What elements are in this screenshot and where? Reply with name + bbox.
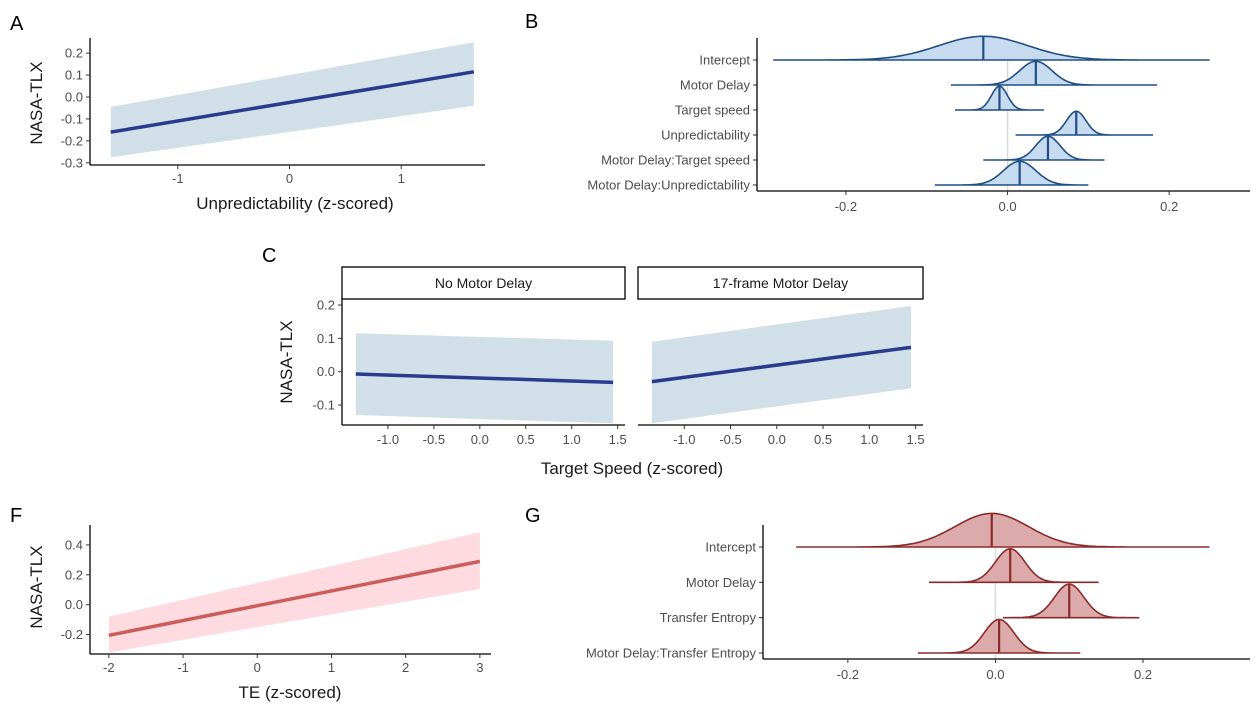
y-tick-label: Motor Delay xyxy=(686,575,757,590)
x-tick-label: 0.2 xyxy=(1160,199,1178,214)
panel-label: A xyxy=(10,13,24,35)
y-tick-label: 0.2 xyxy=(65,46,83,61)
x-tick-label: 3 xyxy=(476,660,483,675)
facet-strip xyxy=(341,266,626,300)
x-tick-label: -0.5 xyxy=(719,432,741,447)
facet-strip xyxy=(637,266,924,300)
density-curve xyxy=(796,512,1210,548)
x-tick-label: 2 xyxy=(402,660,409,675)
y-axis-label: NASA-TLX xyxy=(27,545,46,628)
density-curve xyxy=(983,135,1105,161)
facet: No Motor Delay -1.0 -0.5 0.0 0.5 1.0 1.5 xyxy=(341,266,627,447)
y-tick-label: Intercept xyxy=(705,540,756,555)
panel-label: C xyxy=(262,245,276,267)
x-tick-label: -1.0 xyxy=(377,432,399,447)
x-axis-label: Target Speed (z-scored) xyxy=(541,459,723,478)
ridge-row: Unpredictability xyxy=(661,110,1153,143)
ridge-row: Motor Delay xyxy=(686,548,1099,590)
y-axis-label: NASA-TLX xyxy=(277,320,296,403)
x-axis-label: Unpredictability (z-scored) xyxy=(196,194,393,213)
x-tick-label: -0.2 xyxy=(835,199,857,214)
y-tick-label: 0.0 xyxy=(65,597,83,612)
x-tick-label: -0.5 xyxy=(423,432,445,447)
x-tick-label: 0.0 xyxy=(471,432,489,447)
y-tick-label: Target speed xyxy=(675,103,750,118)
y-tick-label: Motor Delay:Unpredictability xyxy=(587,178,750,193)
x-tick-label: 1.0 xyxy=(563,432,581,447)
ridge-row: Intercept xyxy=(705,512,1210,555)
x-tick-label: -0.2 xyxy=(837,667,859,682)
density-curve xyxy=(1002,583,1140,619)
density-curve xyxy=(1015,110,1153,136)
y-tick-label: -0.2 xyxy=(61,627,83,642)
y-tick-label: Motor Delay:Target speed xyxy=(601,153,750,168)
x-tick-label: -1 xyxy=(172,171,184,186)
ridge-row: Transfer Entropy xyxy=(660,583,1140,625)
x-tick-label: 1.5 xyxy=(609,432,627,447)
y-tick-label: -0.2 xyxy=(61,133,83,148)
x-tick-label: -1.0 xyxy=(673,432,695,447)
y-tick-label: Intercept xyxy=(699,53,750,68)
confidence-ribbon xyxy=(108,532,480,653)
y-tick-label: -0.3 xyxy=(61,155,83,170)
y-tick-label: Motor Delay:Transfer Entropy xyxy=(586,646,757,661)
density-curve xyxy=(929,548,1099,584)
panel-label: F xyxy=(10,505,22,527)
ridge-row: Motor Delay:Unpredictability xyxy=(587,160,1089,193)
y-tick-label: -0.1 xyxy=(313,398,335,413)
y-tick-label: 0.2 xyxy=(317,298,335,313)
x-axis-label: TE (z-scored) xyxy=(239,683,342,702)
panel-F: -2 -1 0 1 2 3 -0.2 0.0 0.2 0.4 TE (z-scored) NASA-T… xyxy=(10,505,491,702)
x-tick-label: 0 xyxy=(254,660,261,675)
regression-line xyxy=(651,345,912,384)
x-tick-label: 1 xyxy=(398,171,405,186)
y-axis-label: NASA-TLX xyxy=(27,61,46,144)
ridge-row: Target speed xyxy=(675,85,1044,118)
regression-line xyxy=(355,372,614,385)
ridge-row: Intercept xyxy=(699,35,1210,68)
x-tick-label: 0.0 xyxy=(986,667,1004,682)
panel-label: G xyxy=(525,505,541,527)
y-tick-label: 0.4 xyxy=(65,537,83,552)
panel-C: No Motor Delay-1.0 -0.5 0.0 0.5 1.0 1.517-fra… xyxy=(262,245,925,478)
x-tick-label: 1 xyxy=(328,660,335,675)
density-curve xyxy=(934,160,1089,186)
panel-B: Intercept Motor Delay Target speed Unpredic… xyxy=(525,11,1250,214)
y-tick-label: 0.0 xyxy=(65,90,83,105)
ridge-row: Motor Delay xyxy=(680,60,1158,93)
y-tick-label: 0.1 xyxy=(65,68,83,83)
regression-line xyxy=(110,70,475,134)
confidence-ribbon xyxy=(110,42,474,158)
x-tick-label: 0.0 xyxy=(768,432,786,447)
x-tick-label: -1 xyxy=(177,660,189,675)
ridge-row: Motor Delay:Target speed xyxy=(601,135,1105,168)
facet-title: No Motor Delay xyxy=(435,275,532,291)
y-tick-label: 0.0 xyxy=(317,364,335,379)
x-tick-label: 0.5 xyxy=(814,432,832,447)
y-tick-label: -0.1 xyxy=(61,111,83,126)
x-tick-label: 1.0 xyxy=(860,432,878,447)
facet: 17-frame Motor Delay -1.0 -0.5 0.0 0.5 1.0 1.5 xyxy=(637,266,925,447)
x-tick-label: 1.5 xyxy=(907,432,925,447)
density-curve xyxy=(773,35,1210,61)
regression-line xyxy=(108,559,481,638)
x-tick-label: 0.5 xyxy=(517,432,535,447)
panel-label: B xyxy=(525,11,538,33)
x-tick-label: -2 xyxy=(103,660,115,675)
density-curve xyxy=(951,60,1158,86)
ridge-row: Motor Delay:Transfer Entropy xyxy=(586,618,1081,661)
y-tick-label: Transfer Entropy xyxy=(660,610,757,625)
x-tick-label: 0.0 xyxy=(999,199,1017,214)
panel-A: -1 0 1 -0.3 -0.2 -0.1 0.0 0.1 0.2 Unpredictabilit… xyxy=(10,13,485,213)
x-tick-label: 0 xyxy=(286,171,293,186)
y-tick-label: Motor Delay xyxy=(680,78,751,93)
y-tick-label: Unpredictability xyxy=(661,128,750,143)
y-tick-label: 0.1 xyxy=(317,331,335,346)
facet-title: 17-frame Motor Delay xyxy=(713,275,848,291)
y-tick-label: 0.2 xyxy=(65,567,83,582)
x-tick-label: 0.2 xyxy=(1134,667,1152,682)
panel-G: Intercept Motor Delay Transfer Entropy Moto… xyxy=(525,505,1250,682)
